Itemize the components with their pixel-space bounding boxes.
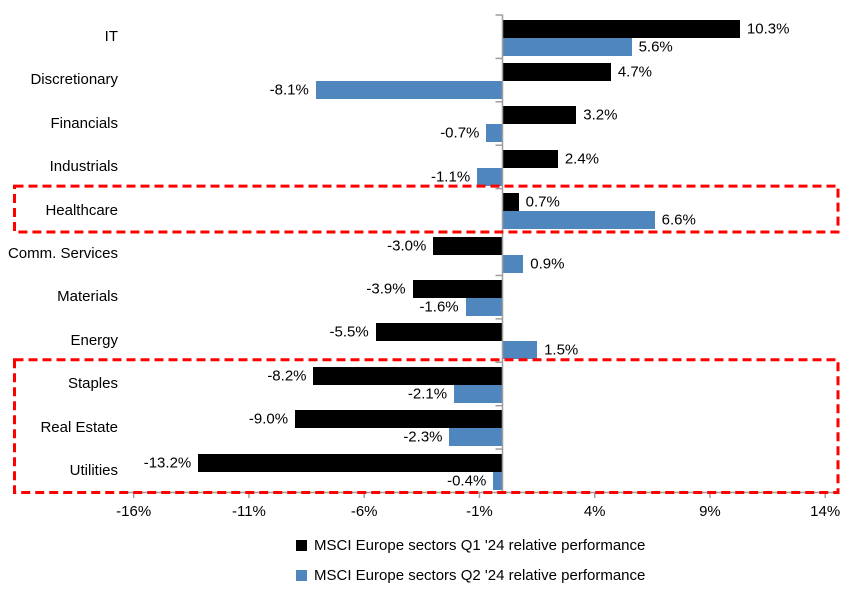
value-label-q1-energy: -5.5% [329, 323, 369, 341]
value-label-q2-staples: -2.1% [407, 385, 448, 403]
category-label-it: IT [104, 28, 118, 45]
x-tick-label: 4% [583, 503, 606, 520]
value-label-q2-materials: -1.6% [419, 298, 459, 316]
bar-q2-industrials [477, 167, 503, 186]
bar-q2-discretionary [315, 80, 503, 99]
value-label-q1-industrials: 2.4% [564, 150, 600, 168]
value-label-q2-industrials: -1.1% [430, 168, 471, 186]
bar-q2-real-estate [449, 428, 503, 447]
value-label-q2-discretionary: -8.1% [269, 81, 309, 99]
legend-label-q1: MSCI Europe sectors Q1 '24 relative perf… [314, 537, 646, 554]
value-label-q2-healthcare: 6.6% [661, 211, 696, 229]
legend-label-q2: MSCI Europe sectors Q2 '24 relative perf… [314, 567, 646, 584]
x-tick-label: -1% [466, 503, 493, 520]
bar-q1-it [502, 19, 740, 38]
category-label-discretionary: Discretionary [30, 71, 118, 89]
bar-q1-industrials [502, 149, 558, 168]
legend: MSCI Europe sectors Q1 '24 relative perf… [296, 537, 645, 597]
bar-q2-energy [502, 341, 538, 360]
value-label-q2-real-estate: -2.3% [403, 428, 443, 446]
bar-q2-materials [465, 297, 503, 316]
bar-q2-it [502, 37, 632, 56]
category-label-staples: Staples [67, 375, 118, 393]
category-label-materials: Materials [57, 288, 118, 306]
value-label-q1-it: 10.3% [746, 20, 790, 37]
x-tick-label: -11% [231, 503, 266, 520]
category-label-healthcare: Healthcare [45, 201, 118, 219]
value-label-q1-staples: -8.2% [267, 367, 307, 385]
bar-q1-healthcare [502, 193, 519, 212]
bar-q2-staples [454, 384, 503, 403]
category-label-utilities: Utilities [69, 462, 118, 480]
bar-q1-materials [412, 279, 503, 298]
bar-q1-utilities [198, 453, 503, 472]
bar-q2-financials [486, 124, 503, 143]
q1-series-swatch-icon [296, 540, 307, 551]
category-label-financials: Financials [50, 114, 118, 132]
bar-q2-healthcare [502, 211, 655, 230]
x-tick-label: -16% [116, 503, 152, 520]
category-label-real-estate: Real Estate [40, 418, 118, 436]
category-label-energy: Energy [70, 331, 118, 349]
legend-item-q2: MSCI Europe sectors Q2 '24 relative perf… [296, 567, 645, 584]
bar-q1-comm-services [433, 236, 503, 255]
category-label-comm-services: Comm. Services [7, 245, 118, 263]
value-label-q2-comm-services: 0.9% [530, 255, 565, 273]
x-tick-label: -6% [350, 503, 378, 520]
value-label-q2-financials: -0.7% [440, 124, 480, 142]
q2-series-swatch-icon [296, 570, 307, 581]
bar-q1-financials [502, 106, 577, 125]
bar-q1-staples [313, 366, 503, 385]
value-label-q1-utilities: -13.2% [143, 454, 192, 472]
value-label-q1-healthcare: 0.7% [525, 193, 560, 211]
bar-q2-utilities [493, 471, 503, 490]
value-label-q1-real-estate: -9.0% [248, 410, 289, 428]
category-label-industrials: Industrials [49, 158, 118, 176]
bar-q2-comm-services [502, 254, 524, 273]
bar-q1-discretionary [502, 62, 611, 81]
value-label-q2-utilities: -0.4% [447, 472, 487, 490]
value-label-q1-financials: 3.2% [583, 106, 618, 124]
value-label-q1-discretionary: 4.7% [617, 63, 653, 81]
x-tick-label: 14% [810, 503, 841, 520]
value-label-q2-it: 5.6% [638, 38, 673, 55]
bar-q1-energy [375, 323, 503, 342]
value-label-q1-comm-services: -3.0% [387, 237, 427, 255]
x-tick-label: 9% [699, 503, 721, 520]
highlight-box-healthcare [13, 184, 840, 234]
legend-item-q1: MSCI Europe sectors Q1 '24 relative perf… [296, 537, 645, 554]
bar-q1-real-estate [295, 410, 503, 429]
value-label-q1-materials: -3.9% [366, 280, 406, 298]
value-label-q2-energy: 1.5% [544, 341, 579, 359]
